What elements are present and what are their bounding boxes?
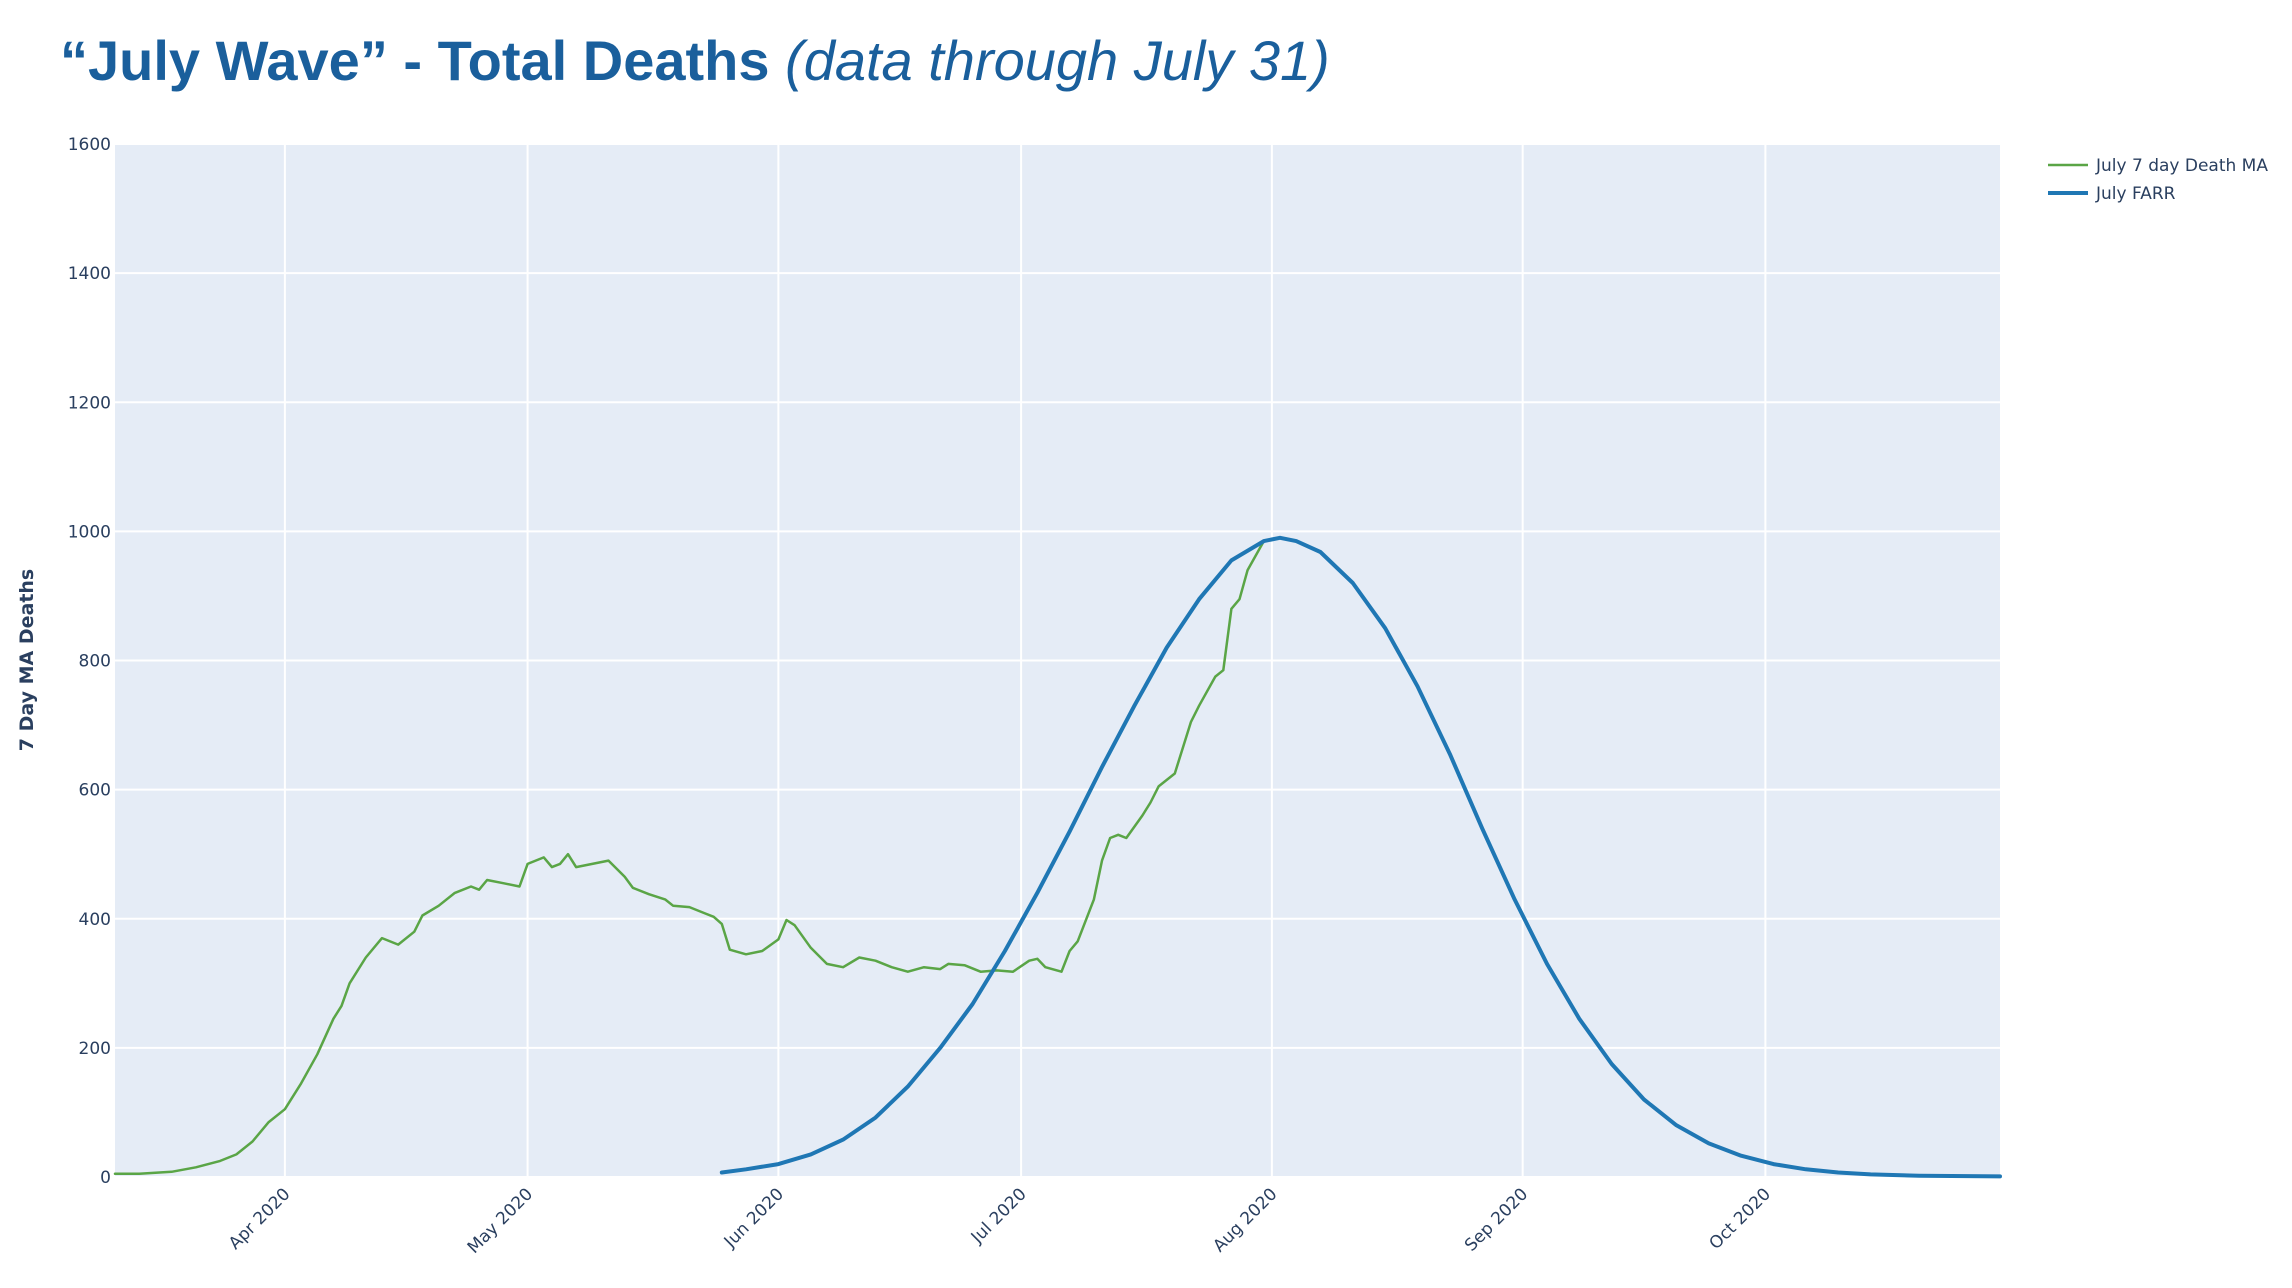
x-tick-label: Jul 2020 (967, 1184, 1031, 1248)
series-lines (113, 535, 2002, 1179)
x-tick-label: Jun 2020 (720, 1184, 788, 1252)
y-tick-label: 600 (79, 781, 111, 801)
y-tick-label: 800 (79, 652, 111, 672)
series-line-july-7-day-death-ma (113, 539, 1266, 1176)
x-tick-label: Aug 2020 (1209, 1184, 1281, 1256)
legend-label: July 7 day Death MA (2095, 156, 2268, 176)
legend-item[interactable]: July 7 day Death MA (2048, 156, 2268, 176)
y-tick-label: 200 (79, 1039, 111, 1059)
grid-lines (115, 143, 2000, 1178)
legend-label: July FARR (2095, 184, 2176, 204)
legend[interactable]: July 7 day Death MA July FARR (2048, 156, 2268, 204)
x-tick-label: Apr 2020 (225, 1184, 294, 1253)
y-tick-label: 0 (100, 1168, 111, 1188)
chart-title-main: “July Wave” - Total Deaths (60, 29, 786, 92)
x-tick-label: Sep 2020 (1461, 1184, 1532, 1255)
chart-title-subtitle: (data through July 31) (785, 29, 1330, 92)
legend-item[interactable]: July FARR (2048, 184, 2176, 204)
y-tick-label: 1400 (68, 264, 111, 284)
y-axis-label: 7 Day MA Deaths (16, 569, 38, 751)
x-axis-ticks: Apr 2020 May 2020 Jun 2020 Jul 2020 Aug 2020… (225, 1184, 1775, 1257)
chart-title: “July Wave” - Total Deaths (data through… (60, 28, 1330, 93)
y-tick-label: 1200 (68, 393, 111, 413)
y-tick-label: 1000 (68, 522, 111, 542)
y-tick-label: 400 (79, 910, 111, 930)
series-line-july-farr (719, 535, 2002, 1179)
y-axis-ticks: 0 200 400 600 800 1000 1200 1400 1600 (68, 135, 111, 1188)
x-tick-label: Oct 2020 (1706, 1184, 1775, 1253)
x-tick-label: May 2020 (464, 1184, 537, 1257)
y-tick-label: 1600 (68, 135, 111, 155)
